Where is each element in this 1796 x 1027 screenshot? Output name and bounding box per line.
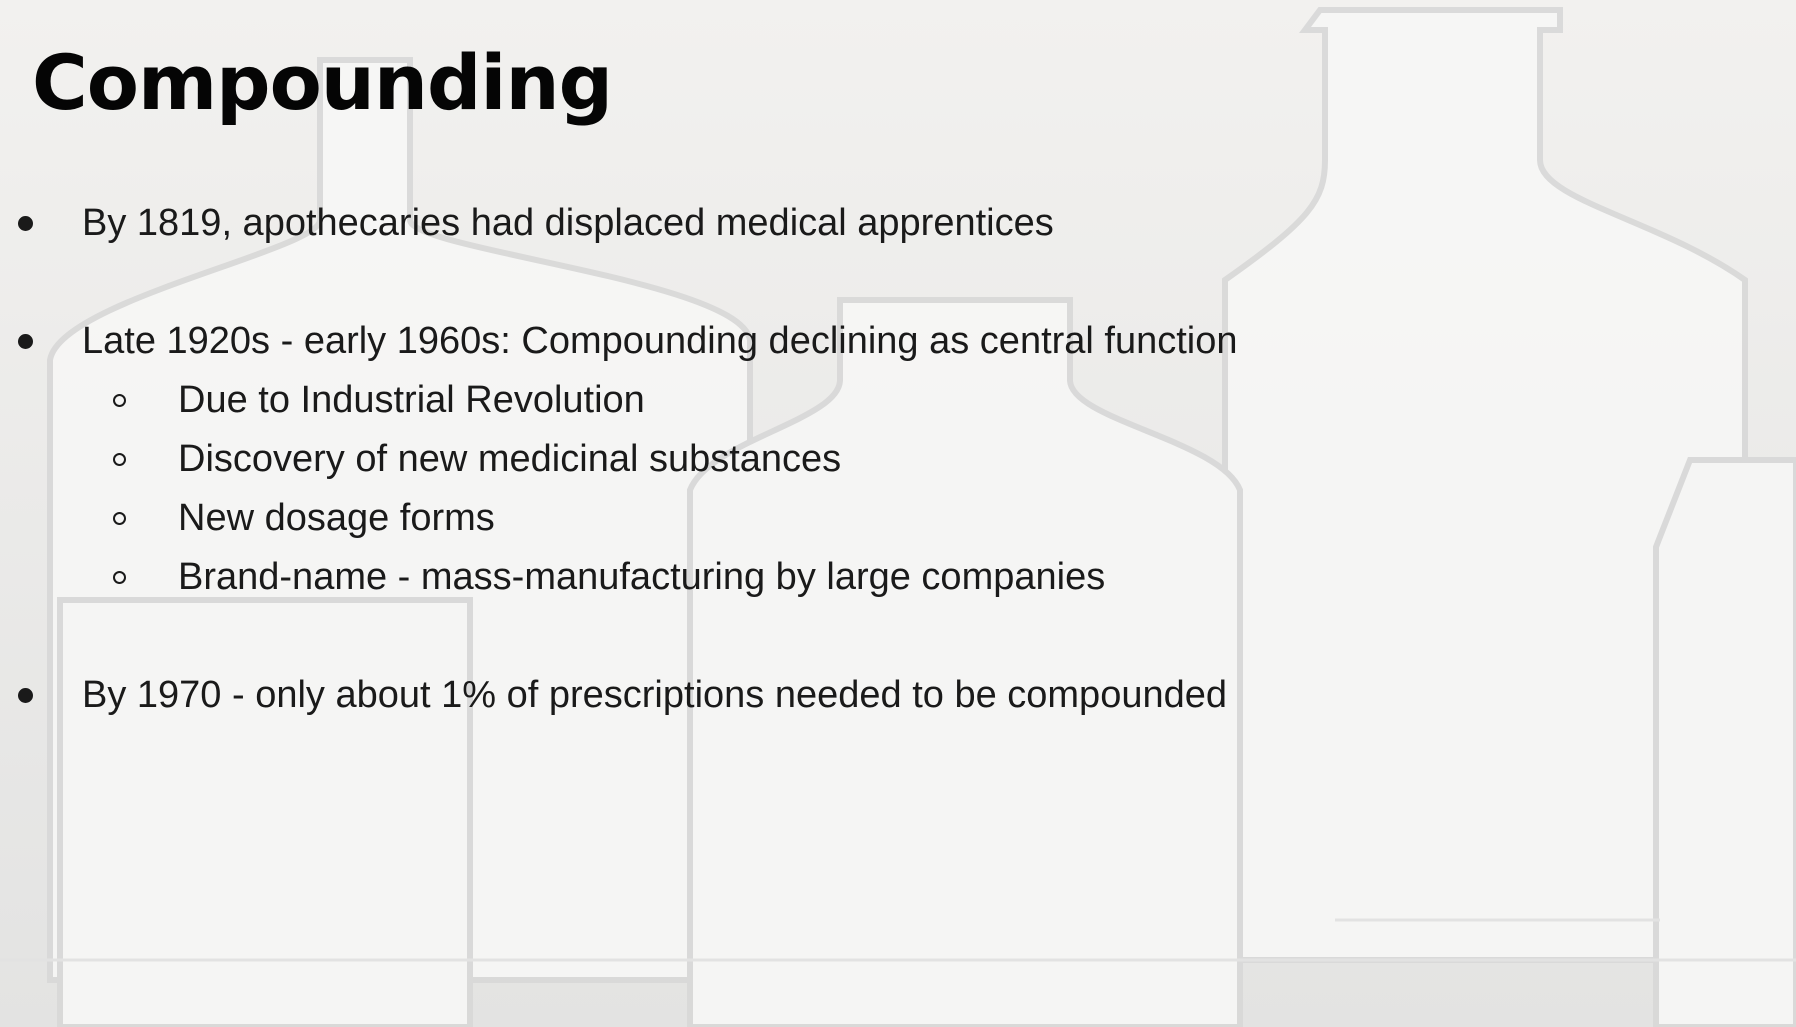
bullet-text: By 1970 - only about 1% of prescriptions… bbox=[82, 674, 1227, 716]
bullet-text: By 1819, apothecaries had displaced medi… bbox=[82, 202, 1054, 244]
sub-bullet-text: New dosage forms bbox=[178, 497, 495, 539]
sub-bullet-text: Due to Industrial Revolution bbox=[178, 379, 645, 421]
sub-bullet-text: Brand-name - mass-manufacturing by large… bbox=[178, 556, 1106, 598]
bullet-marker bbox=[18, 216, 33, 231]
slide-title: Compounding bbox=[32, 38, 613, 127]
bullet-marker bbox=[18, 688, 33, 703]
sub-bullet-marker bbox=[113, 512, 126, 525]
sub-bullet-marker bbox=[113, 453, 126, 466]
bullet-marker bbox=[18, 334, 33, 349]
sub-bullet-marker bbox=[113, 571, 126, 584]
bullet-text: Late 1920s - early 1960s: Compounding de… bbox=[82, 320, 1238, 362]
sub-bullet-text: Discovery of new medicinal substances bbox=[178, 438, 842, 480]
sub-bullet-marker bbox=[113, 394, 126, 407]
